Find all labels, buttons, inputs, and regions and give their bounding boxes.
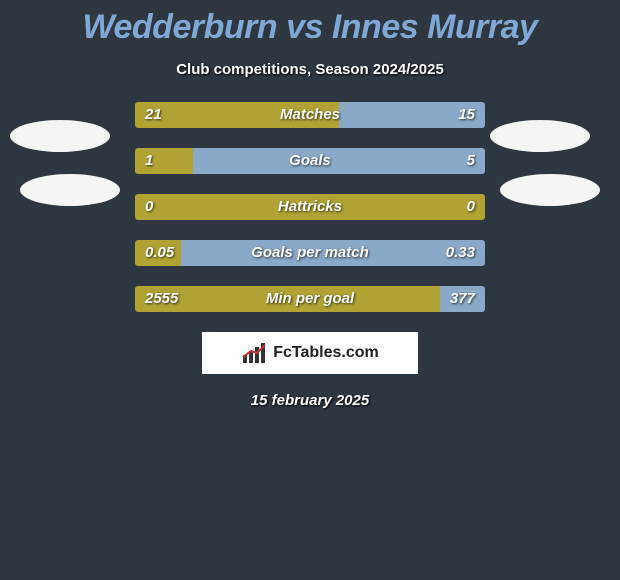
stats-container: 2115Matches 15Goals 00Hattricks 0.050.33Goa…	[135, 102, 485, 312]
stat-label: Min per goal	[135, 286, 485, 312]
stat-row: 0.050.33Goals per match	[135, 240, 485, 266]
bars-icon	[241, 343, 269, 363]
stat-label: Goals	[135, 148, 485, 174]
source-badge: FcTables.com	[202, 332, 418, 374]
snapshot-date: 15 february 2025	[0, 392, 620, 409]
stat-label: Goals per match	[135, 240, 485, 266]
stat-row: 2115Matches	[135, 102, 485, 128]
player-avatar	[10, 120, 110, 152]
stat-row: 00Hattricks	[135, 194, 485, 220]
comparison-title: Wedderburn vs Innes Murray	[0, 0, 620, 47]
player-avatar	[20, 174, 120, 206]
stat-label: Hattricks	[135, 194, 485, 220]
source-badge-text: FcTables.com	[273, 344, 379, 362]
comparison-subtitle: Club competitions, Season 2024/2025	[0, 61, 620, 78]
stat-row: 2555377Min per goal	[135, 286, 485, 312]
player-avatar	[500, 174, 600, 206]
stat-label: Matches	[135, 102, 485, 128]
stat-row: 15Goals	[135, 148, 485, 174]
player-avatar	[490, 120, 590, 152]
